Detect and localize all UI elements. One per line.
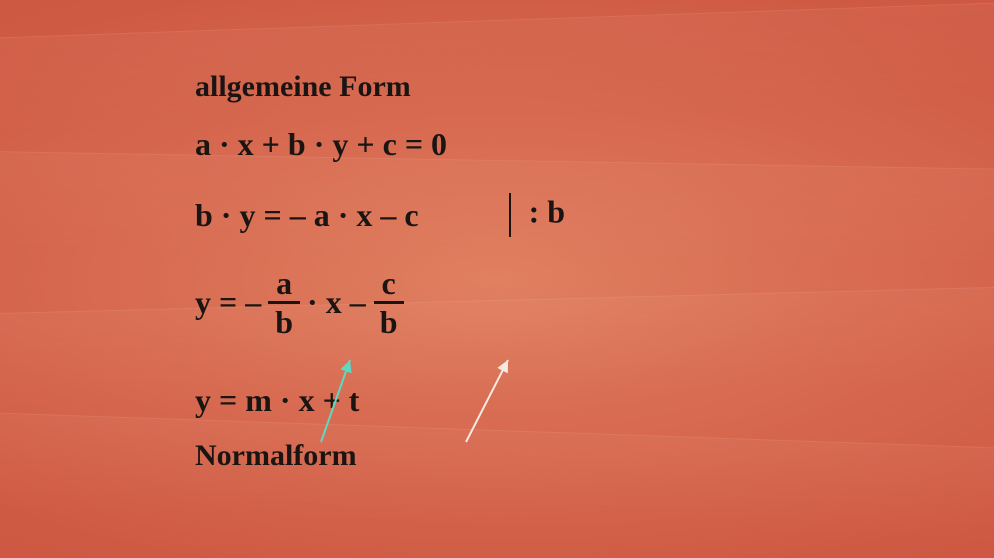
equation-step-1-body: b · y = – a · x – c — [195, 197, 419, 234]
fraction-a-over-b: a b — [267, 267, 301, 338]
fraction-numerator: c — [374, 267, 404, 304]
operation-divide-by-b: : b — [509, 193, 565, 237]
fraction-numerator: a — [268, 267, 300, 304]
slide-content: allgemeine Form a · x + b · y + c = 0 b … — [195, 70, 565, 495]
fraction-c-over-b: c b — [372, 267, 406, 338]
operation-bar-icon — [509, 193, 511, 237]
eq3-mid: · x – — [307, 284, 366, 321]
fraction-denominator: b — [267, 304, 301, 338]
equation-normal-form: y = m · x + t — [195, 382, 565, 419]
fraction-denominator: b — [372, 304, 406, 338]
equation-step-1: b · y = – a · x – c : b — [195, 193, 565, 237]
heading-normal-form: Normalform — [195, 439, 565, 473]
operation-text: : b — [529, 193, 565, 229]
heading-general-form: allgemeine Form — [195, 70, 565, 104]
eq3-lhs: y = – — [195, 284, 261, 321]
equation-general-form: a · x + b · y + c = 0 — [195, 126, 565, 163]
equation-solved-for-y: y = – a b · x – c b — [195, 267, 565, 338]
